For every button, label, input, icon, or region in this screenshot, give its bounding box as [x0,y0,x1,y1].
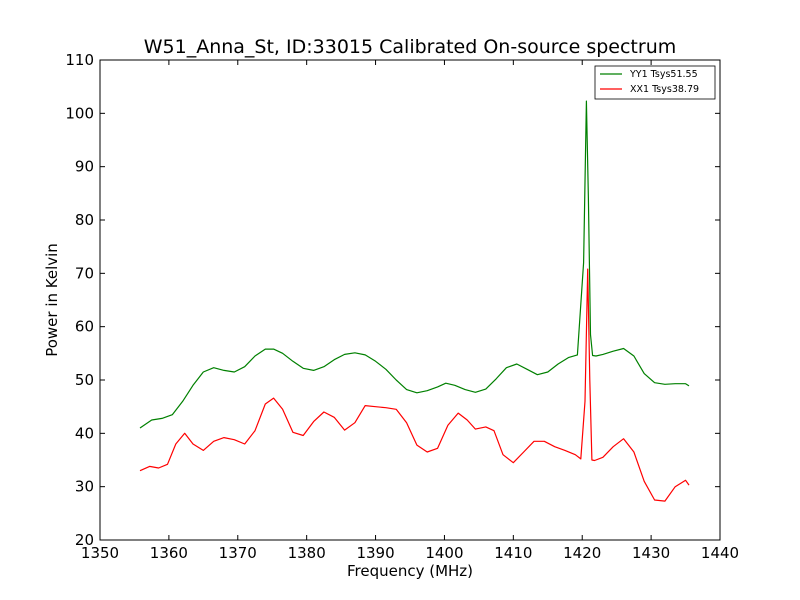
x-tick-label: 1390 [356,544,394,562]
legend-label-xx1: XX1 Tsys38.79 [630,84,699,95]
series-line-yy1 [139,100,690,429]
y-tick-label: 70 [75,264,94,282]
ticks-layer: 1350 1360 1370 1380 1390 1400 1410 1420 1430 1440… [65,51,739,562]
y-tick-label: 60 [75,318,94,336]
x-tick-label: 1430 [632,544,670,562]
legend-box [594,65,716,100]
series-line-xx1 [139,268,690,502]
chart-title: W51_Anna_St, ID:33015 Calibrated On-sour… [144,36,677,58]
x-tick-label: 1350 [81,544,119,562]
x-tick-label: 1380 [288,544,326,562]
x-tick-label: 1360 [150,544,188,562]
y-tick-label: 50 [75,371,94,389]
legend-label-yy1: YY1 Tsys51.55 [629,69,698,80]
legend: YY1 Tsys51.55 XX1 Tsys38.79 [594,65,716,100]
series-layer [139,100,690,502]
y-tick-label: 30 [75,478,94,496]
y-tick-label: 90 [75,158,94,176]
y-tick-label: 20 [75,531,94,549]
plot-frame [99,59,721,541]
x-tick-label: 1410 [494,544,532,562]
plot-area [100,60,720,540]
x-tick-label: 1400 [425,544,463,562]
y-tick-label: 80 [75,211,94,229]
y-tick-label: 100 [65,104,94,122]
x-axis-label: Frequency (MHz) [347,562,473,580]
y-axis-label: Power in Kelvin [43,243,61,357]
x-tick-label: 1420 [563,544,601,562]
y-tick-label: 40 [75,424,94,442]
x-tick-label: 1440 [701,544,739,562]
x-tick-label: 1370 [219,544,257,562]
y-tick-label: 110 [65,51,94,69]
